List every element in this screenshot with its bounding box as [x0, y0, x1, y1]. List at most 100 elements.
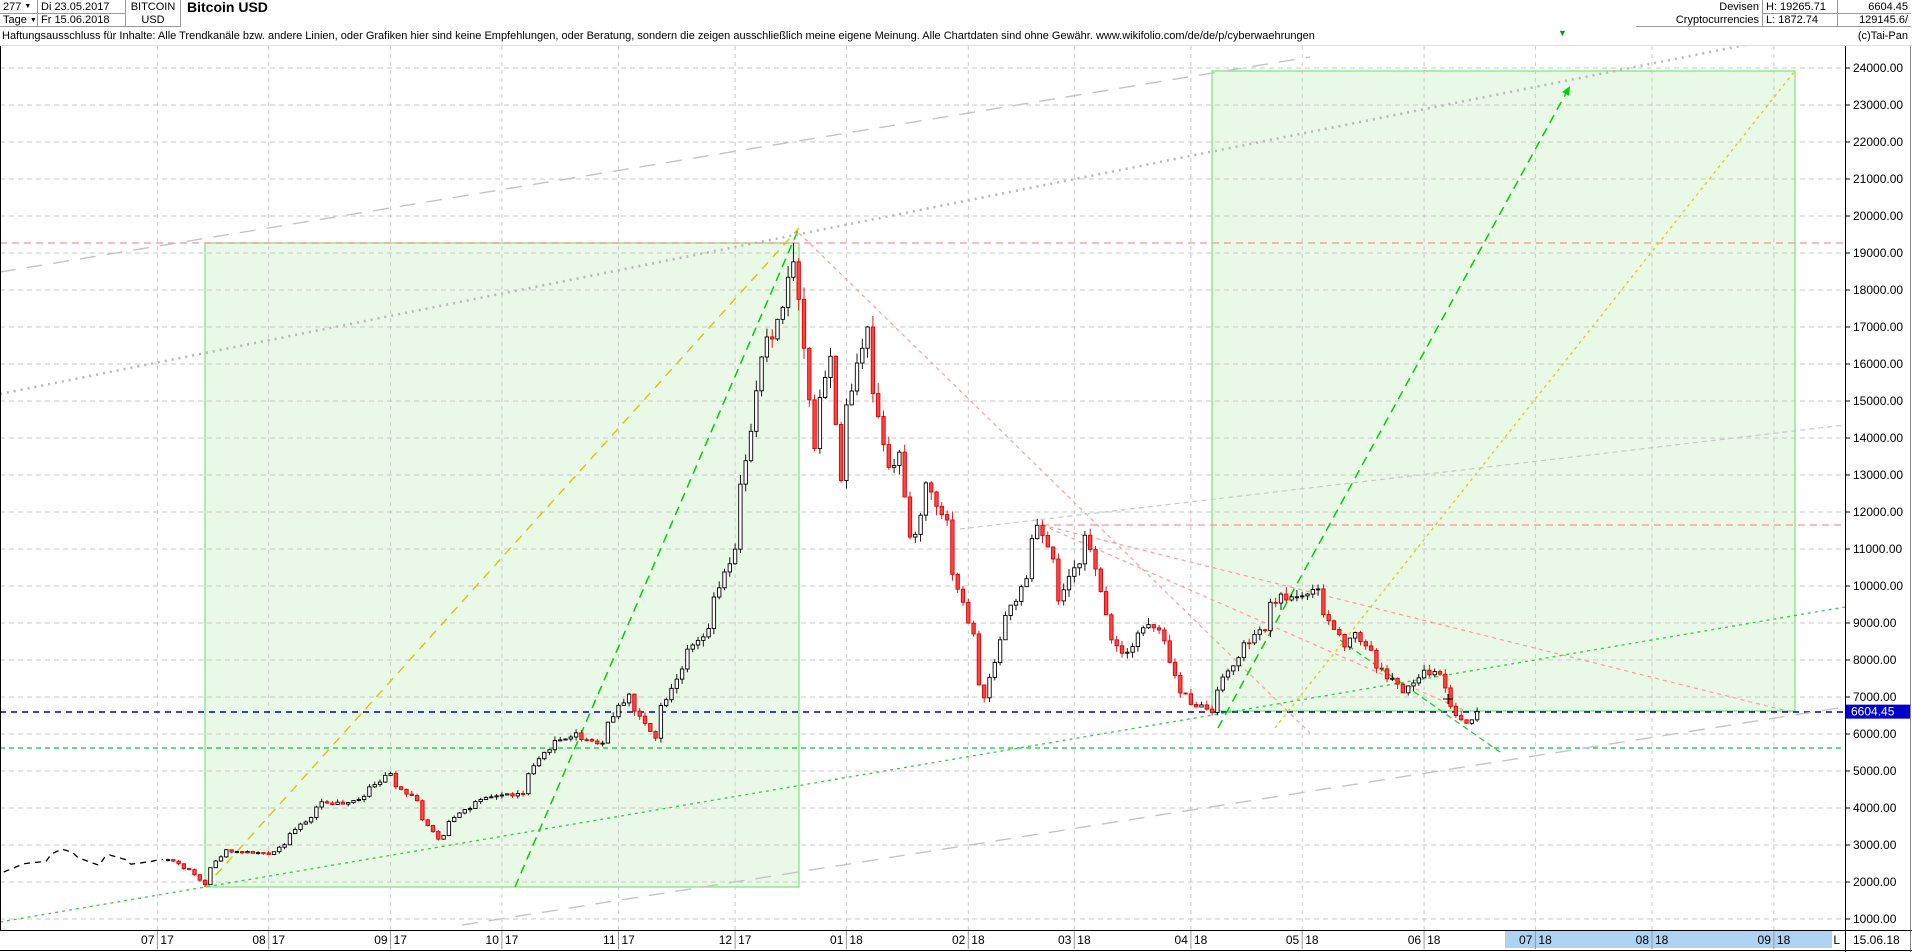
candle [1273, 601, 1278, 604]
svg-text:17: 17 [622, 933, 636, 947]
candle [1384, 668, 1390, 680]
date-to-field[interactable]: Fr 15.06.2018 [38, 14, 126, 27]
candle [573, 732, 579, 738]
candle [690, 644, 695, 650]
svg-text:11: 11 [603, 933, 616, 947]
candle [1109, 614, 1114, 641]
candle [664, 699, 669, 706]
candle [849, 390, 854, 406]
candle [1098, 568, 1103, 593]
bars-count-dropdown[interactable]: 277 ▼ [0, 0, 38, 14]
candle [261, 852, 266, 855]
candle [759, 356, 764, 392]
svg-text:13000.00: 13000.00 [1853, 468, 1903, 482]
candle [277, 846, 282, 853]
svg-text:21000.00: 21000.00 [1853, 172, 1903, 186]
candle [1130, 646, 1135, 653]
candle [886, 444, 891, 468]
candle [467, 808, 473, 811]
volume-label: 129145.6/ [1838, 14, 1911, 27]
candle [1024, 578, 1029, 588]
svg-text:18: 18 [1194, 933, 1208, 947]
svg-text:19000.00: 19000.00 [1853, 246, 1903, 260]
candle [1411, 682, 1416, 687]
candle [547, 749, 552, 753]
candle [754, 390, 759, 432]
candle [976, 633, 982, 686]
candle [1045, 534, 1050, 548]
candle [897, 451, 902, 466]
candle [1294, 596, 1300, 599]
projection-box [1211, 70, 1796, 712]
candle [1379, 667, 1384, 670]
candle [1331, 620, 1337, 630]
candle [1225, 670, 1231, 678]
candle [399, 786, 404, 790]
svg-text:23000.00: 23000.00 [1853, 98, 1903, 112]
candle [833, 355, 838, 425]
candle [1342, 633, 1347, 648]
candle [616, 704, 621, 718]
candle [1204, 704, 1209, 710]
candle [1236, 657, 1241, 667]
currency-label: USD [126, 14, 181, 27]
candle [669, 687, 674, 701]
candle [1305, 593, 1310, 597]
candle [992, 662, 997, 678]
candle [340, 801, 346, 805]
candle [950, 519, 955, 575]
svg-text:10000.00: 10000.00 [1853, 579, 1903, 593]
candle [775, 318, 780, 340]
candle [563, 738, 568, 741]
candle [1437, 671, 1443, 675]
candle [902, 451, 907, 498]
svg-text:08: 08 [252, 933, 266, 947]
date-from-field[interactable]: Di 23.05.2017 [38, 0, 126, 14]
candle [648, 722, 653, 732]
low-value: L: 1872.74 [1766, 14, 1818, 26]
candle [165, 859, 171, 862]
volume-value: 129145.6/ [1859, 14, 1908, 26]
candle [791, 261, 796, 278]
svg-text:18: 18 [849, 933, 863, 947]
svg-text:9000.00: 9000.00 [1853, 616, 1897, 630]
svg-text:18: 18 [1305, 933, 1319, 947]
candle [1326, 614, 1331, 622]
candle [1289, 596, 1294, 601]
candle [796, 261, 801, 300]
svg-text:6000.00: 6000.00 [1853, 727, 1897, 741]
svg-text:08: 08 [1636, 933, 1650, 947]
candle [1300, 595, 1305, 598]
feb-top-fan-1 [1041, 524, 1796, 714]
candle [1390, 677, 1395, 680]
candle [293, 828, 298, 835]
period-dropdown[interactable]: Tage ▼ [0, 14, 38, 27]
future-range-highlight[interactable] [1505, 931, 1832, 948]
chevron-down-icon: ▼ [24, 3, 32, 10]
candle [997, 639, 1003, 664]
svg-text:18: 18 [1427, 933, 1441, 947]
candle [1125, 651, 1130, 654]
candle [1135, 632, 1141, 647]
candle [960, 588, 966, 603]
copyright-label: (c)Tai-Pan [1857, 30, 1908, 42]
candle [923, 482, 929, 516]
candle [711, 596, 717, 629]
svg-text:17: 17 [505, 933, 519, 947]
candle [727, 563, 732, 573]
candle [218, 856, 224, 862]
candle [176, 860, 181, 865]
currency-value: USD [141, 14, 165, 26]
candle [1474, 711, 1480, 721]
candle [918, 514, 923, 535]
svg-text:18: 18 [971, 933, 985, 947]
candle [1151, 624, 1156, 629]
candle [1400, 683, 1406, 694]
prehistory-price-line [3, 848, 163, 873]
period-value: Tage [3, 14, 27, 26]
last-price-value: 6604.45 [1868, 0, 1908, 13]
candle [748, 430, 754, 462]
candle [520, 793, 526, 795]
